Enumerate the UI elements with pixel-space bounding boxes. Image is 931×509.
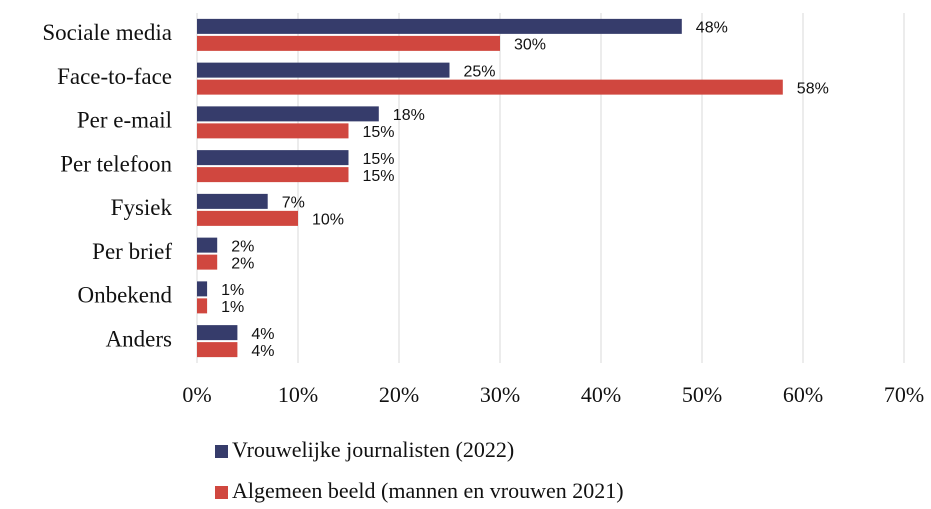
data-label: 1% xyxy=(221,299,244,316)
category-label: Per brief xyxy=(92,239,172,264)
legend-label: Algemeen beeld (mannen en vrouwen 2021) xyxy=(232,478,624,503)
data-label: 4% xyxy=(251,343,274,360)
legend-swatch xyxy=(215,445,228,458)
data-label: 15% xyxy=(363,151,395,168)
data-label: 1% xyxy=(221,282,244,299)
bar xyxy=(197,123,349,139)
bar xyxy=(197,167,349,183)
bar xyxy=(197,210,298,226)
data-label: 15% xyxy=(363,124,395,141)
data-label: 15% xyxy=(363,168,395,185)
category-label: Face-to-face xyxy=(57,64,172,89)
data-label: 10% xyxy=(312,212,344,229)
bar xyxy=(197,342,238,358)
legend-swatch xyxy=(215,486,228,499)
bar xyxy=(197,150,349,166)
bar xyxy=(197,237,218,253)
bar xyxy=(197,325,238,341)
bar xyxy=(197,298,208,314)
bar xyxy=(197,35,500,51)
data-label: 58% xyxy=(797,80,829,97)
category-label: Sociale media xyxy=(42,20,172,45)
bar xyxy=(197,281,208,297)
data-label: 25% xyxy=(464,63,496,80)
category-label: Fysiek xyxy=(111,195,173,220)
category-label: Anders xyxy=(106,326,172,351)
legend-label: Vrouwelijke journalisten (2022) xyxy=(232,437,514,462)
x-tick-label: 40% xyxy=(581,382,621,407)
data-label: 30% xyxy=(514,37,546,54)
bar xyxy=(197,18,682,34)
data-label: 2% xyxy=(231,238,254,255)
x-tick-label: 30% xyxy=(480,382,520,407)
x-tick-label: 70% xyxy=(884,382,924,407)
x-tick-label: 20% xyxy=(379,382,419,407)
data-label: 2% xyxy=(231,255,254,272)
data-label: 4% xyxy=(251,326,274,343)
x-tick-label: 10% xyxy=(278,382,318,407)
bar xyxy=(197,254,218,270)
data-label: 18% xyxy=(393,107,425,124)
bar xyxy=(197,62,450,78)
x-tick-label: 0% xyxy=(182,382,211,407)
x-tick-label: 50% xyxy=(682,382,722,407)
bar xyxy=(197,79,783,95)
category-label: Per e-mail xyxy=(77,108,172,133)
x-tick-label: 60% xyxy=(783,382,823,407)
data-label: 48% xyxy=(696,20,728,37)
category-label: Per telefoon xyxy=(60,151,172,176)
bar xyxy=(197,193,268,209)
category-label: Onbekend xyxy=(77,283,172,308)
bar xyxy=(197,106,379,122)
data-label: 7% xyxy=(282,195,305,212)
